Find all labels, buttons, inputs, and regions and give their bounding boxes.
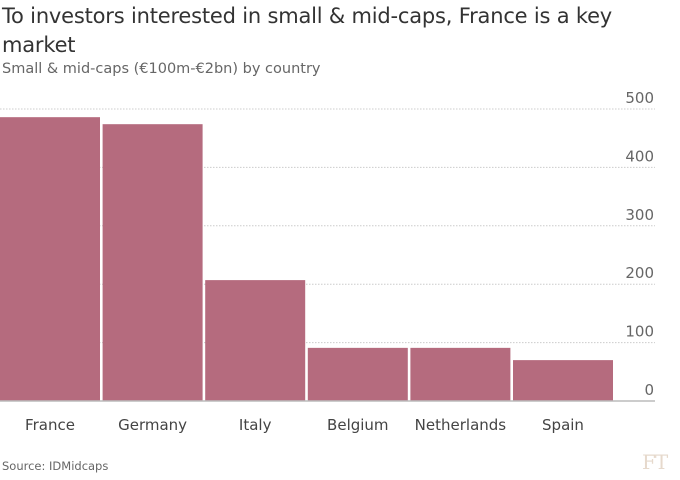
y-tick-label: 300 (625, 206, 654, 224)
x-tick-label: Italy (239, 416, 272, 434)
bar-belgium (307, 347, 408, 401)
bar-netherlands (410, 347, 511, 401)
bar-italy (205, 280, 306, 401)
y-axis-ticks: 0 100 200 300 400 500 (625, 89, 654, 399)
chart-subtitle: Small & mid-caps (€100m-€2bn) by country (2, 61, 321, 77)
x-tick-label: Netherlands (415, 416, 507, 434)
bars (0, 117, 613, 402)
x-tick-label: Belgium (327, 416, 389, 434)
x-tick-label: Germany (118, 416, 187, 434)
y-tick-label: 400 (625, 147, 654, 165)
bar-france (0, 117, 100, 402)
chart-title: To investors interested in small & mid-c… (2, 4, 613, 57)
x-axis-labels: France Germany Italy Belgium Netherlands Spai… (25, 416, 584, 434)
source-note: Source: IDMidcaps (2, 459, 109, 473)
bar-spain (513, 360, 613, 401)
y-tick-label: 500 (625, 89, 654, 107)
y-tick-label: 200 (625, 264, 654, 282)
ft-logo: FT (642, 450, 668, 474)
y-tick-label: 100 (625, 323, 654, 341)
y-tick-label: 0 (644, 381, 654, 399)
x-tick-label: France (25, 416, 75, 434)
x-tick-label: Spain (542, 416, 584, 434)
bar-germany (102, 124, 203, 402)
